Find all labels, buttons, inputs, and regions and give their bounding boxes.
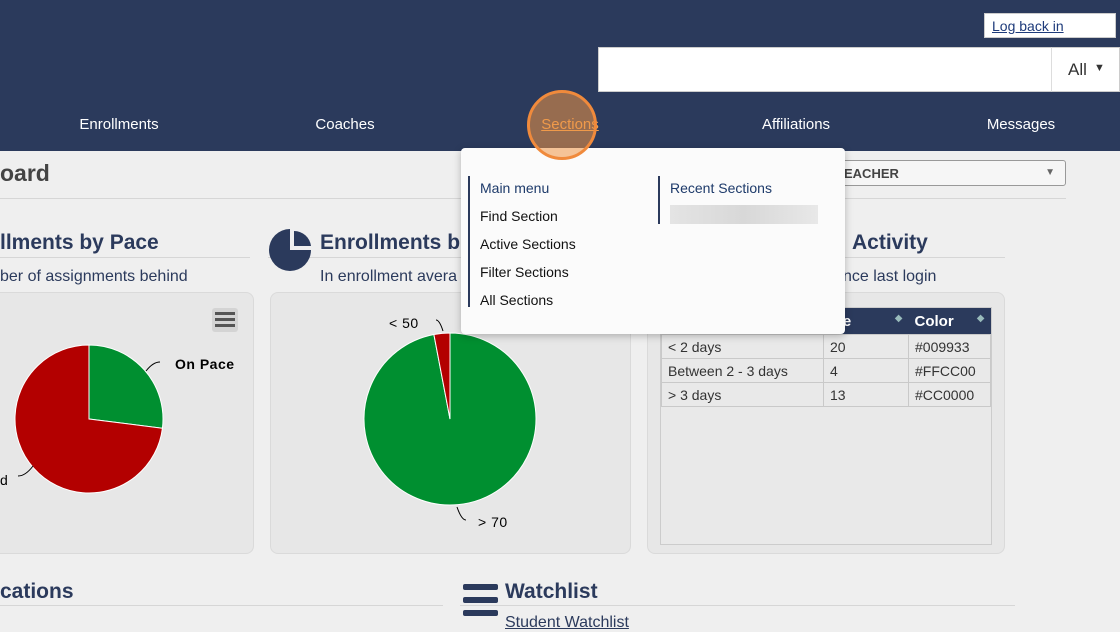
dashboard-title: oard — [0, 160, 50, 186]
slice-label: d — [0, 472, 8, 488]
table-cell: #009933 — [908, 334, 991, 359]
table-row: Between 2 - 3 days 4 #FFCC00 — [661, 358, 991, 383]
login-box: Log back in — [984, 13, 1116, 38]
menu-heading[interactable]: Main menu — [480, 180, 550, 196]
widget-subtitle: nce last login — [843, 268, 937, 285]
section-title: cations — [0, 580, 74, 603]
table-cell: #CC0000 — [908, 382, 991, 407]
widget-title: Activity — [852, 231, 928, 254]
nav-link[interactable]: Messages — [986, 116, 1056, 133]
divider — [268, 257, 628, 258]
table-cell: 4 — [823, 358, 909, 383]
table-cell: < 2 days — [661, 334, 824, 359]
widget-subtitle: In enrollment avera — [320, 268, 457, 285]
pie-icon — [269, 229, 311, 271]
table-cell: 20 — [823, 334, 909, 359]
table-cell: 13 — [823, 382, 909, 407]
login-link[interactable]: Log back in — [992, 18, 1064, 34]
divider — [460, 605, 1015, 606]
slice-label: > 70 — [478, 514, 508, 530]
menu-border — [658, 176, 660, 224]
menu-border — [468, 176, 470, 307]
leader-line — [145, 361, 161, 372]
table-row: > 3 days 13 #CC0000 — [661, 382, 991, 407]
click-highlight — [527, 90, 597, 160]
widget-title: Enrollments b — [320, 231, 461, 254]
slice-label: < 50 — [389, 315, 419, 331]
slice-label: On Pace — [175, 356, 235, 372]
table-cell: > 3 days — [661, 382, 824, 407]
section-title: Watchlist — [505, 580, 598, 603]
pie-slice — [88, 344, 164, 429]
nav-link[interactable]: Enrollments — [79, 116, 159, 133]
menu-item[interactable]: Find Section — [480, 208, 558, 224]
sort-icon: ◆ — [894, 312, 903, 324]
menu-heading[interactable]: Recent Sections — [670, 180, 772, 196]
role-label: EACHER — [844, 166, 899, 181]
menu-item[interactable]: Filter Sections — [480, 264, 569, 280]
column-header[interactable]: Color ◆ — [908, 308, 991, 335]
leader-line — [435, 319, 444, 332]
watchlist-link[interactable]: Student Watchlist — [505, 614, 629, 631]
table-cell: #FFCC00 — [908, 358, 991, 383]
column-label: Color — [914, 312, 954, 330]
menu-item[interactable]: Active Sections — [480, 236, 576, 252]
nav-link[interactable]: Coaches — [315, 116, 375, 133]
widget-title: llments by Pace — [0, 231, 159, 254]
divider — [0, 605, 443, 606]
watchlist-icon — [463, 584, 498, 616]
caret: ▼ — [1045, 167, 1055, 178]
widget-subtitle: ber of assignments behind — [0, 268, 188, 285]
table-cell: Between 2 - 3 days — [661, 358, 824, 383]
divider — [0, 257, 250, 258]
table-row: < 2 days 20 #009933 — [661, 334, 991, 359]
nav-link[interactable]: Affiliations — [761, 116, 831, 133]
pie-slice — [433, 332, 451, 420]
caret: ▼ — [1094, 62, 1105, 74]
search-scope[interactable]: All ▼ — [1051, 47, 1120, 92]
blurred-item[interactable] — [670, 205, 818, 224]
table-body: < 2 days 20 #009933 Between 2 - 3 days 4 #FFC… — [661, 334, 991, 407]
scope-label: All — [1068, 60, 1087, 79]
sort-icon: ◆ — [976, 312, 985, 324]
role-select[interactable]: EACHER ▼ — [838, 160, 1066, 186]
dropdown-menu: Main menu Recent Sections Find Section Ac… — [461, 148, 845, 334]
menu-item[interactable]: All Sections — [480, 292, 554, 308]
pie-slice — [14, 344, 163, 494]
leader-line — [17, 465, 34, 477]
leader-line — [456, 506, 467, 521]
menu-icon[interactable] — [212, 308, 238, 332]
